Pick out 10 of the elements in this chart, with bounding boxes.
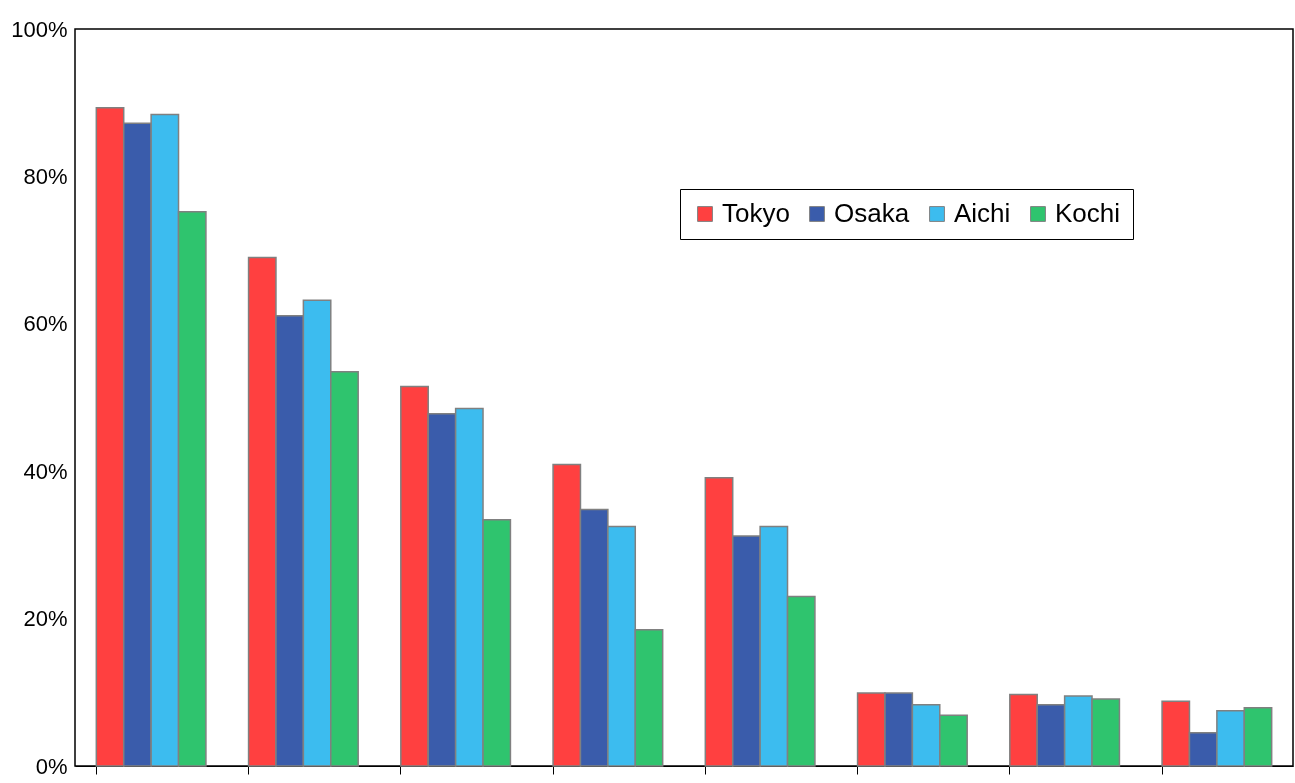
y-tick-label: 100% <box>11 16 68 42</box>
legend-label: Aichi <box>954 198 1011 228</box>
legend-label: Osaka <box>834 198 910 228</box>
legend-label: Tokyo <box>722 198 790 228</box>
y-tick-label: 20% <box>23 606 68 632</box>
y-tick-label: 60% <box>23 311 68 337</box>
legend-label: Kochi <box>1055 198 1121 228</box>
y-tick-label: 0% <box>35 753 68 779</box>
y-tick-label: 40% <box>23 458 68 484</box>
y-tick-label: 80% <box>23 163 68 189</box>
